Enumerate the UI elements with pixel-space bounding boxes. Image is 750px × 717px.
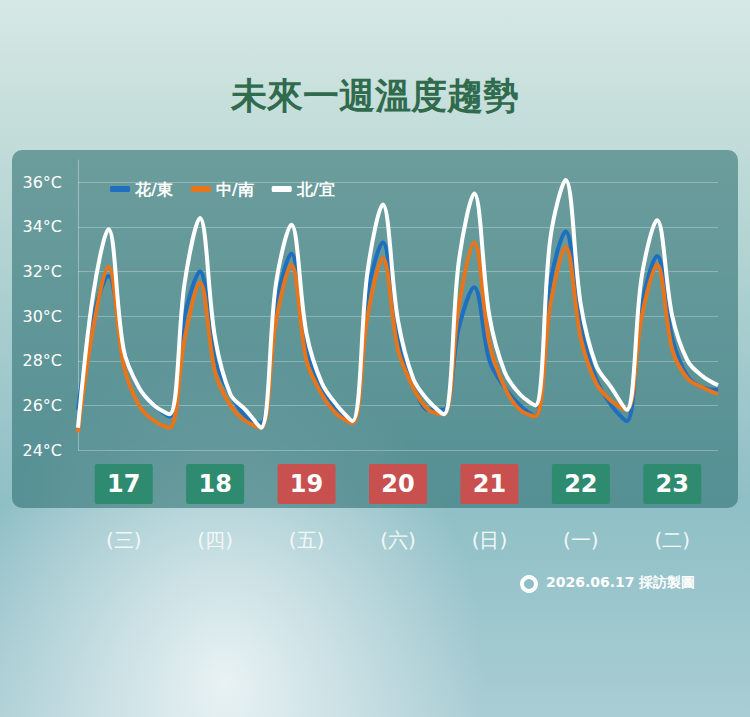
svg-text:23: 23 — [656, 470, 689, 498]
svg-text:20: 20 — [381, 470, 414, 498]
svg-text:19: 19 — [290, 470, 323, 498]
svg-text:(四): (四) — [197, 528, 233, 552]
svg-text:34°C: 34°C — [22, 217, 62, 236]
svg-text:(一): (一) — [563, 528, 599, 552]
svg-text:北/宜: 北/宜 — [296, 180, 335, 199]
svg-text:(三): (三) — [106, 528, 142, 552]
svg-text:32°C: 32°C — [22, 262, 62, 281]
svg-text:36°C: 36°C — [22, 173, 62, 192]
svg-text:(日): (日) — [472, 528, 508, 552]
svg-text:(五): (五) — [289, 528, 325, 552]
svg-text:28°C: 28°C — [22, 351, 62, 370]
svg-text:22: 22 — [564, 470, 597, 498]
svg-text:18: 18 — [198, 470, 231, 498]
svg-text:2026.06.17 採訪製圖: 2026.06.17 採訪製圖 — [546, 574, 695, 590]
svg-text:30°C: 30°C — [22, 307, 62, 326]
svg-text:(六): (六) — [380, 528, 416, 552]
svg-text:未來一週溫度趨勢: 未來一週溫度趨勢 — [230, 75, 519, 116]
svg-text:花/東: 花/東 — [134, 180, 174, 199]
svg-text:中/南: 中/南 — [216, 180, 254, 199]
svg-text:26°C: 26°C — [22, 396, 62, 415]
svg-text:(二): (二) — [654, 528, 690, 552]
svg-text:17: 17 — [107, 470, 140, 498]
svg-text:24°C: 24°C — [22, 441, 62, 460]
svg-text:21: 21 — [473, 470, 506, 498]
